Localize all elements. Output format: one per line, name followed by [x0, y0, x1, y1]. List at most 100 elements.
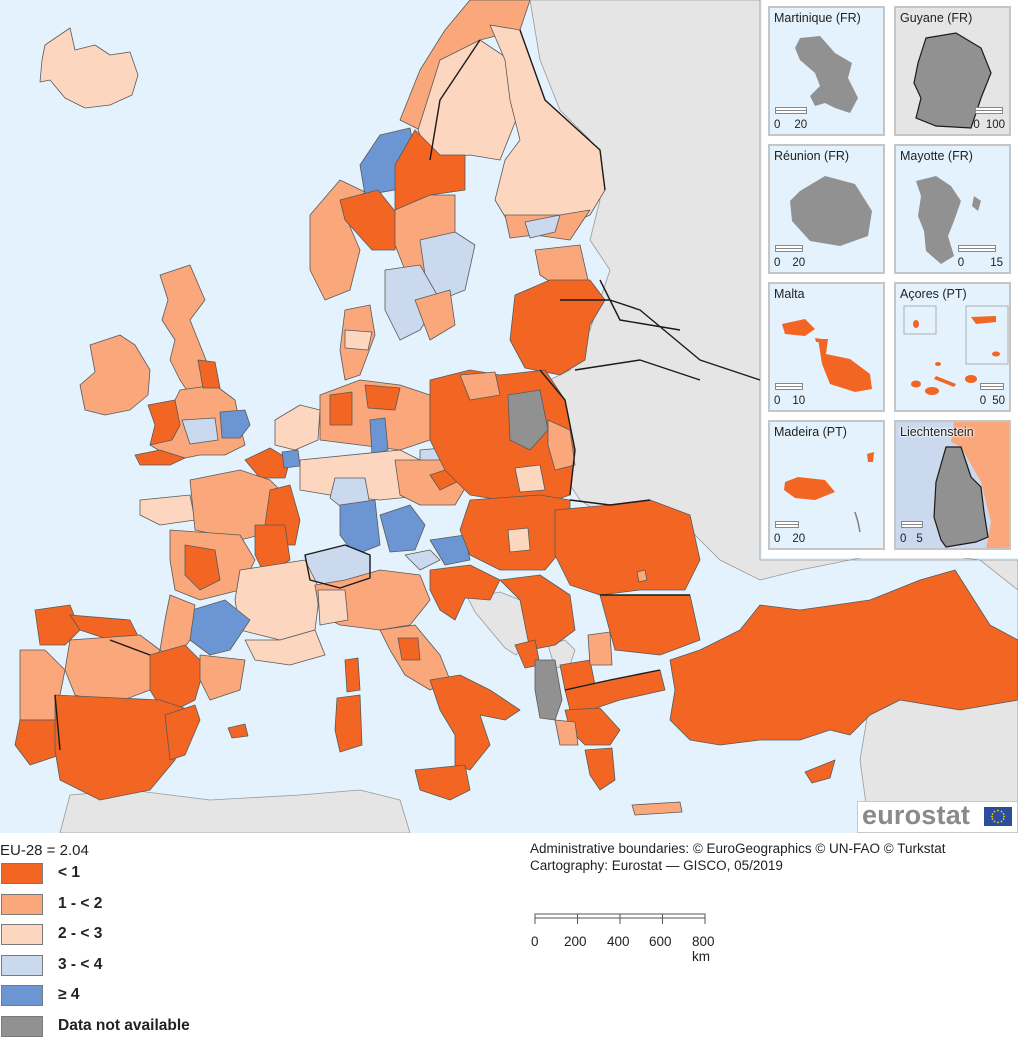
region-cyprus	[804, 759, 836, 784]
region-romania-bucharest	[636, 569, 648, 583]
region-italy-aosta-piedmont	[317, 589, 349, 626]
region-germany-sachsen-anhalt	[369, 417, 389, 456]
inset-title: Madeira (PT)	[774, 425, 847, 439]
legend-label: 2 - < 3	[58, 925, 103, 942]
legend-eu-average: EU-28 = 2.04	[0, 842, 89, 859]
region-spain-catalonia	[199, 654, 246, 701]
region-italy-umbria	[397, 637, 421, 661]
legend-swatch	[1, 924, 43, 945]
inset-scale: 0 20	[774, 107, 807, 131]
inset-scale: 0 10	[774, 383, 805, 407]
region-germany-mv	[364, 384, 401, 411]
region-france-east	[234, 559, 321, 641]
region-spain-valencia	[164, 704, 201, 761]
region-poland-lubelskie	[547, 419, 576, 471]
region-sicily	[414, 764, 471, 801]
region-italy-south	[429, 674, 521, 771]
legend-swatch	[1, 893, 43, 915]
legend-label: 3 - < 4	[58, 955, 103, 973]
scale-tick: 600	[649, 934, 672, 949]
inset-scale: 0 15	[957, 245, 1003, 269]
scale-tick: 800 km	[692, 934, 715, 964]
region-turkey	[669, 569, 1018, 746]
region-sardinia	[334, 694, 363, 753]
region-east-anglia	[219, 409, 251, 439]
region-germany-baden-wurttemberg	[339, 499, 381, 556]
logo-text: eurostat	[862, 800, 971, 830]
madeira-shape	[784, 452, 874, 533]
legend-label: < 1	[58, 864, 80, 881]
inset-reunion: Réunion (FR) 0 20	[768, 144, 885, 274]
region-wales	[147, 399, 181, 446]
legend-swatch	[1, 1015, 43, 1037]
scale-tick: 400	[607, 934, 630, 949]
scale-tick: 200	[564, 934, 587, 949]
legend-swatch	[1, 985, 43, 1006]
region-uk-yorkshire	[197, 359, 221, 389]
region-balearic	[227, 723, 249, 739]
region-norway-south	[309, 179, 366, 301]
region-sweden-smaland	[414, 289, 456, 341]
inset-madeira: Madeira (PT) 0 20	[768, 420, 885, 550]
region-latvia-lithuania	[509, 279, 606, 376]
region-albania	[534, 659, 563, 721]
region-denmark-mid	[344, 329, 373, 351]
legend-item-1-2: 1 - < 2	[0, 893, 102, 925]
inset-title: Liechtenstein	[900, 425, 974, 439]
inset-title: Mayotte (FR)	[900, 149, 973, 163]
scale-tick: 0	[531, 934, 539, 949]
region-portugal-south	[14, 719, 61, 766]
inset-panel: Martinique (FR) 0 20 Guyane (FR) 0 100 Réu…	[762, 0, 1018, 558]
region-ireland	[79, 334, 151, 416]
legend-item-3-4: 3 - < 4	[0, 954, 102, 986]
inset-malta: Malta 0 10	[768, 282, 885, 412]
legend-item-2-3: 2 - < 3	[0, 924, 102, 955]
region-finland-helsinki	[524, 214, 561, 239]
inset-mayotte: Mayotte (FR) 0 15	[894, 144, 1011, 274]
inset-martinique: Martinique (FR) 0 20	[768, 6, 885, 136]
region-bulgaria	[599, 594, 701, 656]
region-hungary-central	[507, 527, 531, 553]
legend-swatch	[1, 954, 43, 976]
region-france-bretagne	[139, 494, 196, 526]
region-spain-castilla-leon	[64, 634, 161, 706]
eurostat-logo: eurostat	[857, 800, 1018, 833]
region-france-limousin	[184, 544, 221, 591]
inset-acores: Açores (PT) 0 50	[894, 282, 1011, 412]
region-greece-west	[554, 719, 579, 746]
region-spain-aragon	[149, 644, 206, 716]
region-estonia	[534, 244, 589, 286]
liechtenstein-shape	[933, 422, 1009, 548]
mayotte-shape	[916, 176, 981, 264]
legend-label: Data not available	[58, 1016, 190, 1034]
inset-title: Guyane (FR)	[900, 11, 973, 25]
region-belgium-west	[244, 447, 291, 479]
credits-cartography: Cartography: Eurostat — GISCO, 05/2019	[530, 858, 783, 873]
inset-scale: 0 100	[973, 107, 1005, 131]
region-poland-mazowieckie	[507, 389, 549, 451]
region-spain-galicia	[34, 604, 81, 646]
border-lines	[54, 29, 761, 751]
region-germany-bavaria	[379, 504, 426, 553]
inset-scale: 0 50	[979, 383, 1005, 407]
main-map-svg	[14, 0, 1018, 833]
eu-flag-icon	[984, 807, 1012, 826]
region-iceland	[39, 27, 139, 109]
martinique-shape	[795, 36, 858, 113]
legend-item-no-data: Data not available	[0, 1015, 190, 1047]
region-serbia-montenegro	[499, 574, 576, 651]
inset-title: Malta	[774, 287, 805, 301]
region-greece-peloponnese	[584, 747, 616, 791]
legend-swatch	[1, 863, 43, 884]
inset-title: Açores (PT)	[900, 287, 967, 301]
non-mapped-land-east	[529, 0, 1018, 833]
region-spain-centre-south	[54, 694, 191, 801]
inset-guyane: Guyane (FR) 0 100	[894, 6, 1011, 136]
map-credits: Administrative boundaries: © EuroGeograp…	[530, 840, 946, 874]
region-sweden-south	[384, 264, 441, 341]
region-croatia	[429, 564, 501, 621]
legend-label: ≥ 4	[58, 986, 80, 1003]
inset-title: Réunion (FR)	[774, 149, 850, 163]
